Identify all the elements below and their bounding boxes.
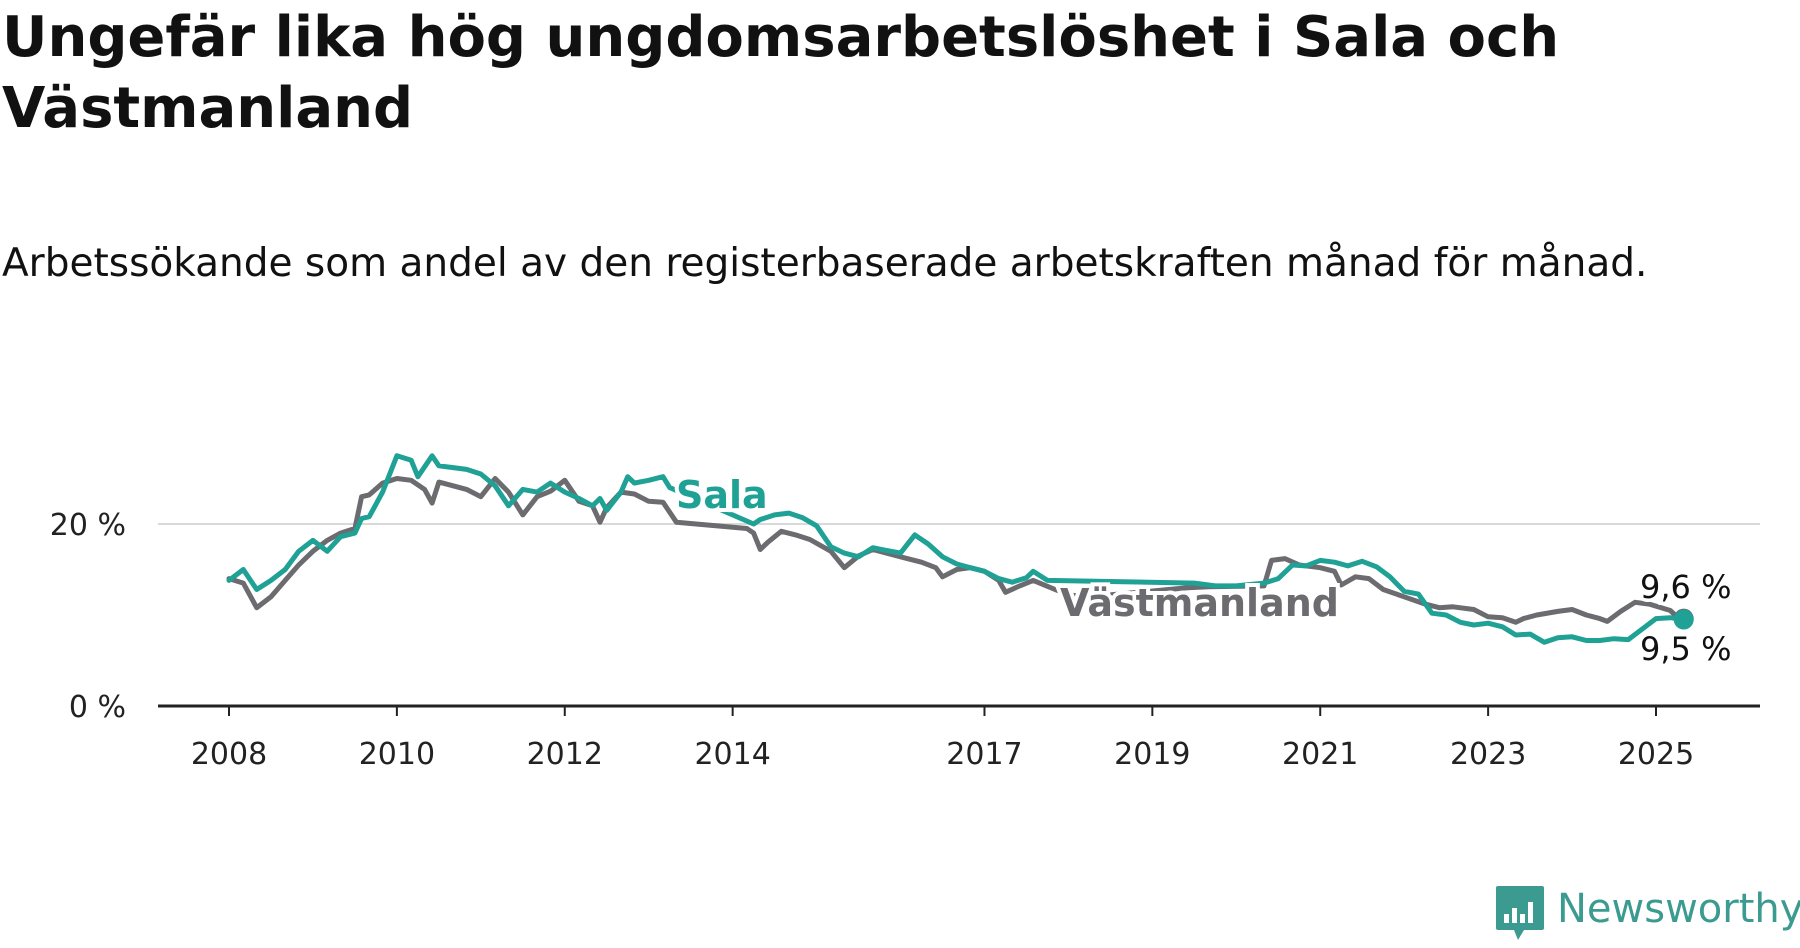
axis-layer: 0 % 20 % 2008 2010 2012 2014 2017 2019 2021 2023 2… — [50, 508, 1760, 772]
x-tick-label: 2014 — [694, 737, 770, 772]
x-tick-label: 2008 — [191, 737, 267, 772]
x-tick-label: 2012 — [527, 737, 603, 772]
end-label-sala: 9,5 % — [1640, 630, 1731, 668]
x-tick-label: 2025 — [1618, 737, 1694, 772]
series-layer — [226, 453, 1694, 645]
chart-subtitle: Arbetssökande som andel av den registerb… — [2, 241, 1648, 286]
y-tick-label: 0 % — [69, 690, 126, 725]
series-label-vastmanland: Västmanland — [1060, 581, 1339, 625]
y-tick-label: 20 % — [50, 508, 126, 543]
x-tick-label: 2023 — [1450, 737, 1526, 772]
chart-title: Ungefär lika hög ungdomsarbetslöshet i S… — [2, 5, 1560, 141]
series-label-sala: Sala — [676, 473, 768, 517]
series-line-vastmanland — [226, 476, 1687, 625]
series-end-dot-sala — [1673, 609, 1694, 630]
end-label-vastmanland: 9,6 % — [1640, 568, 1731, 606]
series-line-sala — [226, 453, 1687, 645]
newsworthy-logo[interactable]: Newsworthy — [1494, 884, 1800, 944]
x-tick-label: 2019 — [1114, 737, 1190, 772]
brand-name: Newsworthy — [1557, 886, 1800, 932]
x-tick-label: 2010 — [359, 737, 435, 772]
label-layer: Sala Västmanland 9,6 % 9,5 % — [672, 469, 1735, 672]
newsworthy-logo-icon — [1496, 886, 1544, 940]
x-tick-label: 2017 — [946, 737, 1022, 772]
x-tick-label: 2021 — [1282, 737, 1358, 772]
